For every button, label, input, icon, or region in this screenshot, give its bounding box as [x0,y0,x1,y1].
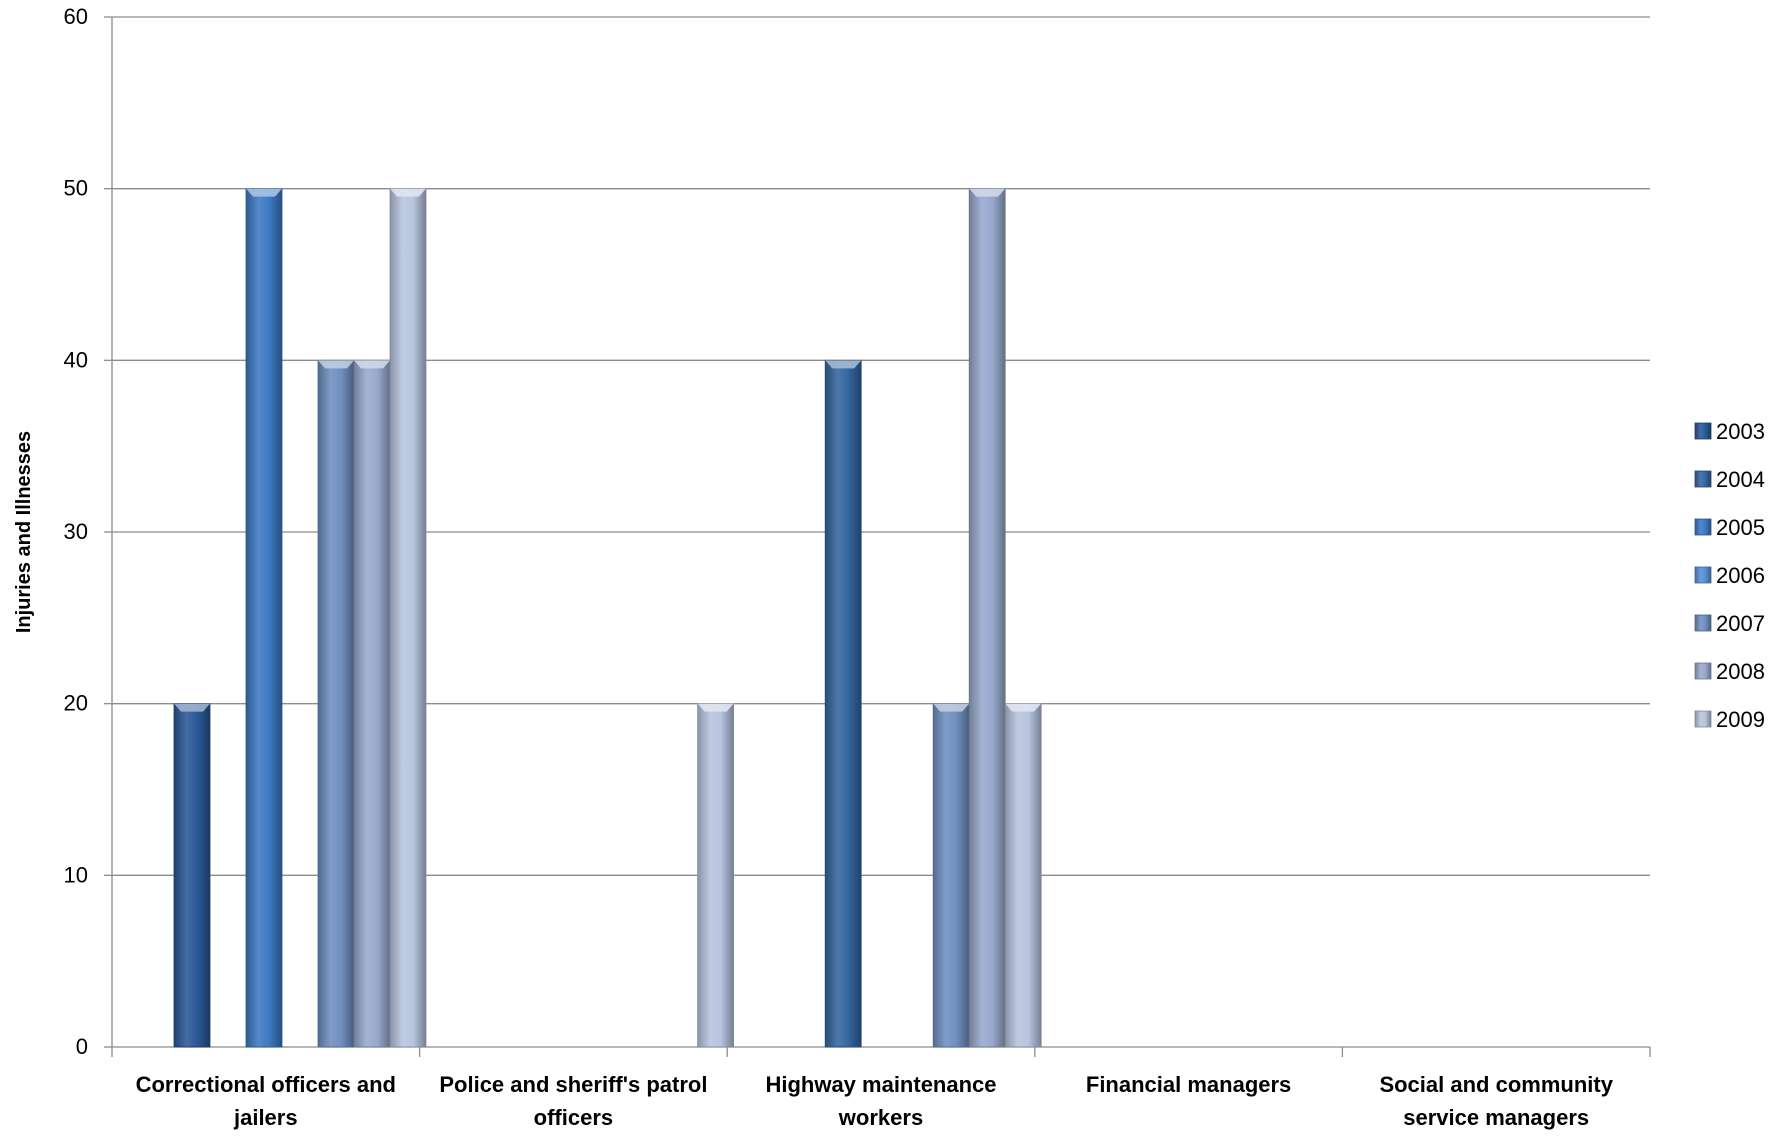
legend-label: 2003 [1716,419,1765,444]
bar-cap [390,188,426,197]
legend-swatch [1694,566,1712,584]
y-tick-label: 10 [64,862,88,887]
legend-swatch [1694,614,1712,632]
y-tick-label: 30 [64,519,88,544]
x-category-label: Highway maintenance workers [765,1072,996,1130]
legend-label: 2007 [1716,611,1765,636]
y-tick-label: 0 [76,1034,88,1059]
bar-cap [174,703,210,712]
bar-2008-0 [353,359,391,1048]
bar-2005-0 [245,188,283,1048]
legend-label: 2004 [1716,467,1765,492]
x-category-label: Social and community service managers [1379,1072,1613,1130]
bars [173,188,1042,1048]
y-axis-title: Injuries and Illnesses [13,431,35,633]
bar-2008-2 [968,188,1006,1048]
bar-cap [933,703,970,712]
legend-label: 2009 [1716,707,1765,732]
legend-swatch [1694,470,1712,488]
x-category-label: Police and sheriff's patrol officers [439,1072,707,1130]
bar-cap [697,703,734,712]
legend-swatch [1694,662,1712,680]
bar-cap [246,188,282,197]
legend-swatch [1694,422,1712,440]
legend-label: 2006 [1716,563,1765,588]
bar-2003-0 [173,703,211,1048]
legend-label: 2008 [1716,659,1765,684]
legend-swatch [1694,518,1712,536]
y-tick-label: 20 [64,691,88,716]
bar-cap [318,360,354,369]
bar-2009-0 [389,188,427,1048]
bar-2007-0 [317,359,355,1048]
y-tick-label: 60 [64,4,88,29]
bar-cap [354,360,390,369]
x-category-label: Financial managers [1086,1072,1291,1097]
bar-cap [1005,703,1042,712]
bar-2009-2 [1004,703,1042,1048]
y-tick-label: 50 [64,176,88,201]
legend: 2003 2004 2005 2006 2007 2008 2009 [1694,419,1765,732]
legend-swatch [1694,710,1712,728]
bar-cap [825,360,862,369]
bar-2007-2 [932,703,970,1048]
bar-2009-1 [697,703,734,1048]
x-category-label: Correctional officers and jailers [136,1072,396,1130]
bar-2004-2 [824,359,862,1048]
y-tick-label: 40 [64,347,88,372]
bar-cap [969,188,1006,197]
legend-label: 2005 [1716,515,1765,540]
axis-labels: 0 10 20 30 40 50 60 Correctional officers and ja… [64,4,1614,1130]
